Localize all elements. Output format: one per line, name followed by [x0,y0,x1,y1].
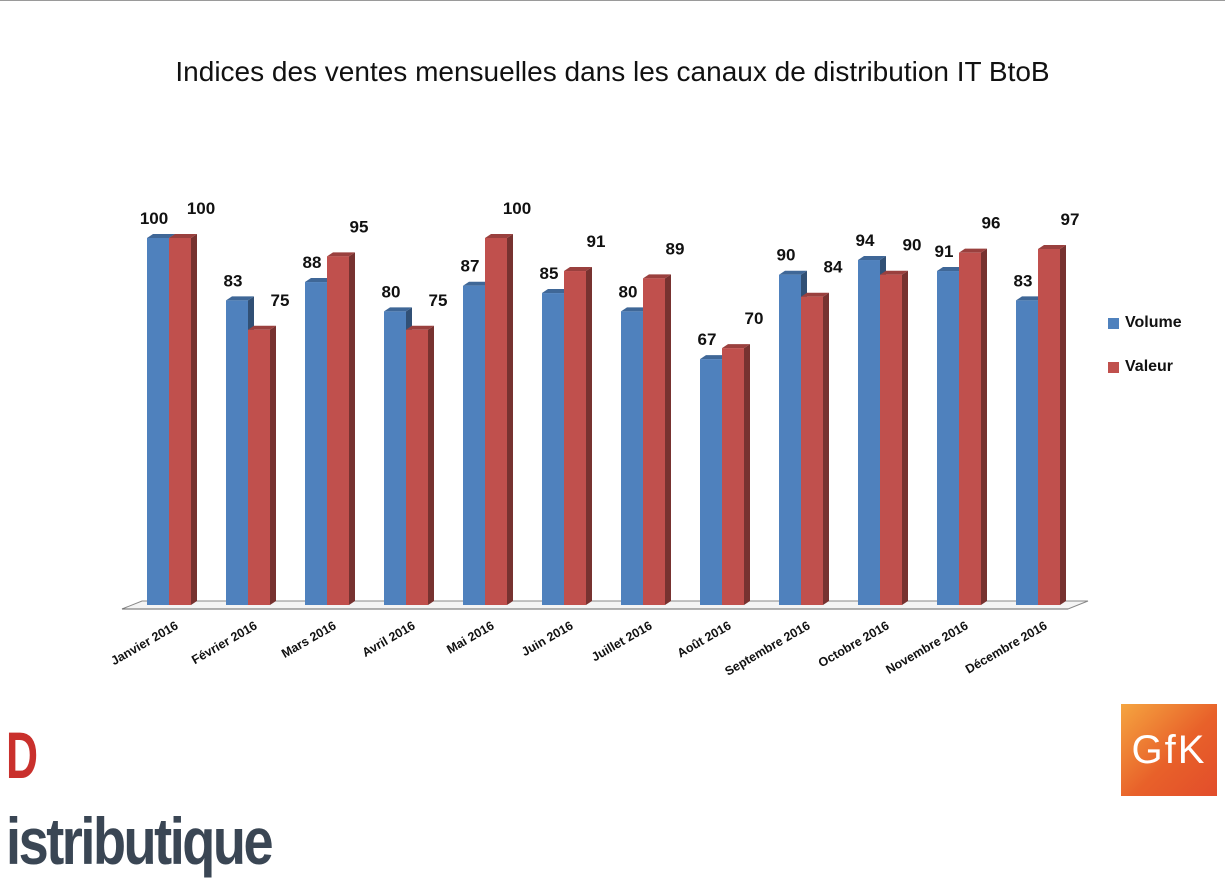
data-label-volume-2: 83 [224,271,243,290]
gfk-logo-text: GfK [1131,727,1207,772]
distributique-logo-text: Distributique [6,712,274,884]
x-tick-label-1: Janvier 2016 [108,618,180,668]
data-label-valeur-8: 70 [745,309,764,328]
legend-label-valeur: Valeur [1125,358,1174,375]
bar-chart: 100 100 Janvier 2016 83 75 Février 2016 88 95 Ma… [108,199,1089,679]
legend-item-volume: Volume [1108,312,1182,334]
data-label-valeur-12: 97 [1061,210,1080,229]
data-label-valeur-1: 100 [187,199,215,218]
data-label-valeur-11: 96 [982,214,1001,233]
data-label-volume-8: 67 [698,330,717,349]
data-label-volume-12: 83 [1014,271,1033,290]
data-label-volume-7: 80 [619,282,638,301]
bar-valeur-11 [959,248,987,605]
legend-swatch-valeur [1108,361,1119,373]
distributique-logo-initial: D [6,718,38,792]
data-label-valeur-2: 75 [271,291,290,310]
data-label-volume-11: 91 [935,242,954,261]
data-label-valeur-4: 75 [429,291,448,310]
x-tick-label-3: Mars 2016 [279,618,338,660]
x-tick-label-7: Juillet 2016 [589,618,654,664]
data-label-valeur-6: 91 [587,232,606,251]
legend: Volume Valeur [1108,312,1182,400]
data-label-valeur-10: 90 [903,236,922,255]
gfk-logo: GfK [1121,704,1217,796]
bar-valeur-12 [1038,245,1066,605]
chart-title: Indices des ventes mensuelles dans les c… [175,56,1050,87]
x-tick-label-4: Avril 2016 [360,618,418,659]
bar-valeur-6 [564,267,592,605]
bar-valeur-10 [880,270,908,605]
x-tick-label-5: Mai 2016 [444,618,496,656]
top-divider [0,0,1225,1]
distributique-logo-rest: istributique [6,804,274,878]
x-tick-label-10: Octobre 2016 [816,618,892,670]
legend-label-volume: Volume [1125,314,1182,331]
x-tick-label-2: Février 2016 [189,618,259,667]
data-label-volume-1: 100 [140,209,168,228]
data-label-valeur-9: 84 [824,258,843,277]
data-label-volume-6: 85 [540,264,559,283]
bar-valeur-2 [248,325,276,605]
x-tick-label-8: Août 2016 [675,618,734,660]
legend-swatch-volume [1108,317,1119,329]
legend-item-valeur: Valeur [1108,356,1182,378]
bar-valeur-9 [801,292,829,605]
bar-valeur-5 [485,234,513,605]
data-label-volume-10: 94 [856,231,875,250]
data-label-valeur-3: 95 [350,217,369,236]
x-tick-label-6: Juin 2016 [519,618,575,659]
data-label-volume-3: 88 [303,253,322,272]
bar-valeur-4 [406,325,434,605]
bar-valeur-3 [327,252,355,605]
data-label-volume-5: 87 [461,257,480,276]
bar-valeur-7 [643,274,671,605]
data-label-volume-9: 90 [777,246,796,265]
x-tick-label-12: Décembre 2016 [963,618,1049,676]
data-label-valeur-5: 100 [503,199,531,218]
bar-valeur-8 [722,344,750,605]
x-tick-label-11: Novembre 2016 [883,618,970,676]
distributique-logo: Distributique [6,712,274,878]
x-tick-label-9: Septembre 2016 [722,618,812,678]
data-label-volume-4: 80 [382,282,401,301]
data-label-valeur-7: 89 [666,239,685,258]
bar-valeur-1 [169,234,197,605]
